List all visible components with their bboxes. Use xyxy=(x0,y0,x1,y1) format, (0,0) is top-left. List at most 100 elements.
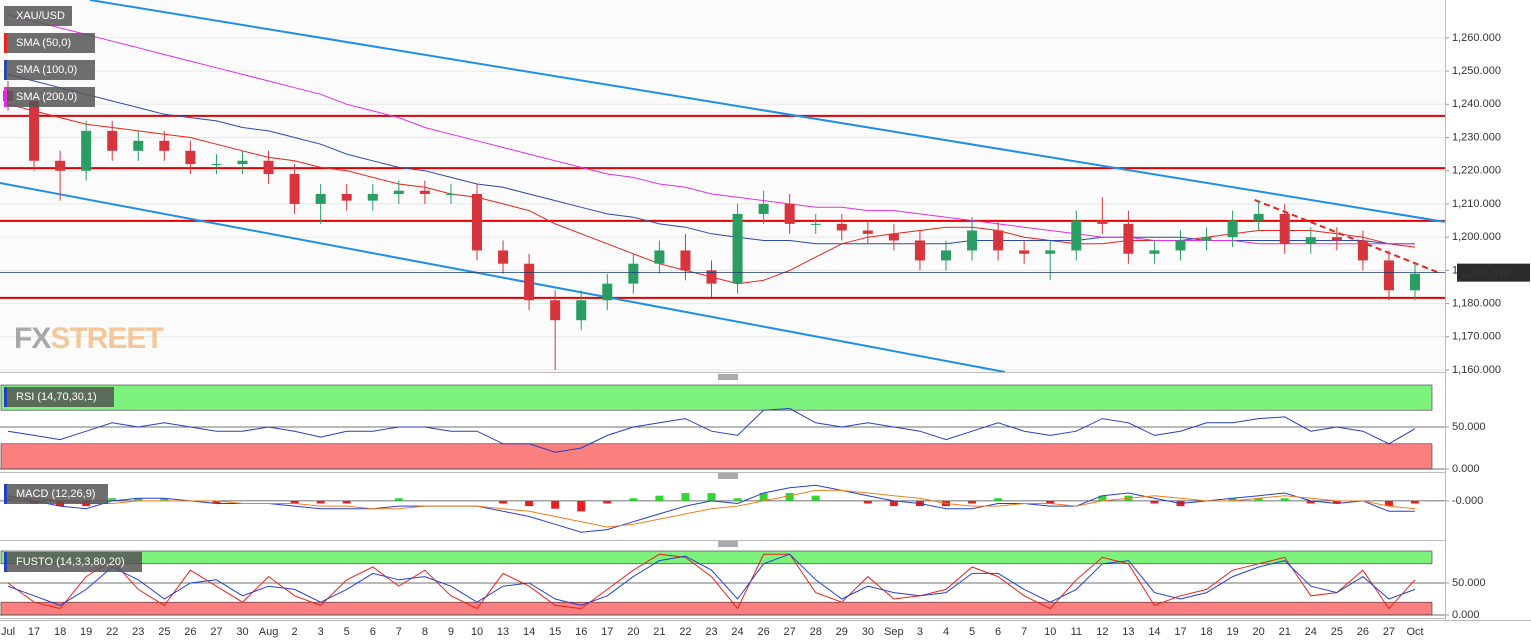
x-tick-label: 19 xyxy=(1226,626,1238,638)
histogram-bar xyxy=(290,500,299,504)
legend-label: SMA (200,0) xyxy=(16,91,77,103)
histogram-bar xyxy=(785,493,794,501)
x-tick-label: 27 xyxy=(210,626,222,638)
candle-body xyxy=(732,213,743,284)
legend-swatch xyxy=(4,33,7,53)
candle-body xyxy=(1097,220,1108,224)
candle-body xyxy=(1410,273,1420,291)
x-tick-label: 23 xyxy=(132,626,144,638)
legend-box xyxy=(4,552,142,572)
candle-body xyxy=(1175,240,1186,251)
candle-body xyxy=(1383,260,1394,291)
candle-body xyxy=(1227,220,1238,238)
watermark-part: FX xyxy=(14,322,51,355)
histogram-bar xyxy=(1254,498,1263,501)
series-line xyxy=(7,553,1416,606)
x-tick-label: 5 xyxy=(344,626,350,638)
histogram-bar xyxy=(1150,500,1159,504)
x-tick-label: Jul xyxy=(1,626,15,638)
panel-background xyxy=(0,0,1445,372)
x-tick-label: 12 xyxy=(1096,626,1108,638)
candle-body xyxy=(524,263,535,301)
legend-swatch xyxy=(4,387,7,407)
candle-body xyxy=(1331,237,1342,241)
x-tick-label: 11 xyxy=(1071,626,1082,638)
histogram-bar xyxy=(968,500,977,504)
candle-body xyxy=(1149,250,1160,254)
y-tick-label: 1,260.000 xyxy=(1452,32,1501,44)
y-tick-label: 1,230.000 xyxy=(1452,131,1501,143)
y-tick-label: 1,240.000 xyxy=(1452,98,1501,110)
legend-box xyxy=(4,387,114,407)
histogram-bar xyxy=(707,493,716,501)
legend-box xyxy=(4,87,95,107)
x-tick-label: 24 xyxy=(731,626,743,638)
x-tick-label: 20 xyxy=(627,626,639,638)
x-tick-label: 23 xyxy=(705,626,717,638)
x-tick-label: 17 xyxy=(28,626,40,638)
band xyxy=(0,384,1433,411)
band xyxy=(0,550,1433,565)
watermark-part: STREET xyxy=(50,322,163,355)
histogram-bar xyxy=(1280,498,1289,501)
x-tick-label: 18 xyxy=(1200,626,1212,638)
candle-body xyxy=(602,283,613,301)
x-tick-label: 6 xyxy=(995,626,1001,638)
candle-body xyxy=(654,250,665,264)
x-tick-label: Aug xyxy=(259,626,279,638)
candle-body xyxy=(1019,250,1030,254)
legend-label: SMA (50,0) xyxy=(16,37,71,49)
x-tick-label: 9 xyxy=(448,626,454,638)
x-tick-label: 22 xyxy=(679,626,691,638)
panel-grips xyxy=(718,374,738,547)
candle-body xyxy=(263,160,274,175)
candle-body xyxy=(628,263,639,284)
histogram-bar xyxy=(160,498,169,501)
histogram-bar xyxy=(525,500,534,507)
legend-swatch xyxy=(4,87,7,107)
histogram-bar xyxy=(1098,495,1107,501)
x-tick-label: 29 xyxy=(836,626,848,638)
candle-body xyxy=(862,230,873,234)
panel-title: RSI (14,70,30,1) xyxy=(16,391,97,403)
candle-body xyxy=(576,300,587,321)
last-price-label: 1,189.318 xyxy=(1461,268,1510,280)
candle-body xyxy=(784,203,795,224)
x-tick-label: 30 xyxy=(862,626,874,638)
candle-body xyxy=(445,193,456,195)
y-tick-label: 1,170.000 xyxy=(1452,331,1501,343)
histogram-bar xyxy=(863,500,872,504)
legend-box xyxy=(4,484,108,504)
histogram-bar xyxy=(577,500,586,512)
legend-box xyxy=(4,60,95,80)
histogram-bar xyxy=(1306,500,1315,504)
panel xyxy=(0,480,1445,540)
panel xyxy=(0,548,1445,618)
histogram-bar xyxy=(342,500,351,504)
candle-body xyxy=(1045,250,1056,254)
y-tick-label: 1,220.000 xyxy=(1452,165,1501,177)
x-tick-label: 6 xyxy=(370,626,376,638)
candle-body xyxy=(29,100,40,161)
candle-body xyxy=(1253,213,1264,221)
x-tick-label: 20 xyxy=(1253,626,1265,638)
x-tick-label: Oct xyxy=(1406,626,1423,638)
candle-body xyxy=(185,150,196,165)
y-tick-label: 50.000 xyxy=(1452,421,1486,433)
candle-body xyxy=(967,230,978,251)
candle-body xyxy=(367,193,378,201)
candle-body xyxy=(836,223,847,231)
x-tick-label: 25 xyxy=(1331,626,1343,638)
x-tick-label: 26 xyxy=(1357,626,1369,638)
x-tick-label: 26 xyxy=(757,626,769,638)
x-tick-label: 30 xyxy=(236,626,248,638)
histogram-bar xyxy=(499,500,508,504)
candle-body xyxy=(810,223,821,225)
histogram-bar xyxy=(551,500,560,509)
candle-body xyxy=(419,190,430,194)
x-tick-label: 27 xyxy=(1383,626,1395,638)
x-tick-label: 14 xyxy=(523,626,535,638)
x-tick-label: 8 xyxy=(422,626,428,638)
histogram-bar xyxy=(681,493,690,501)
